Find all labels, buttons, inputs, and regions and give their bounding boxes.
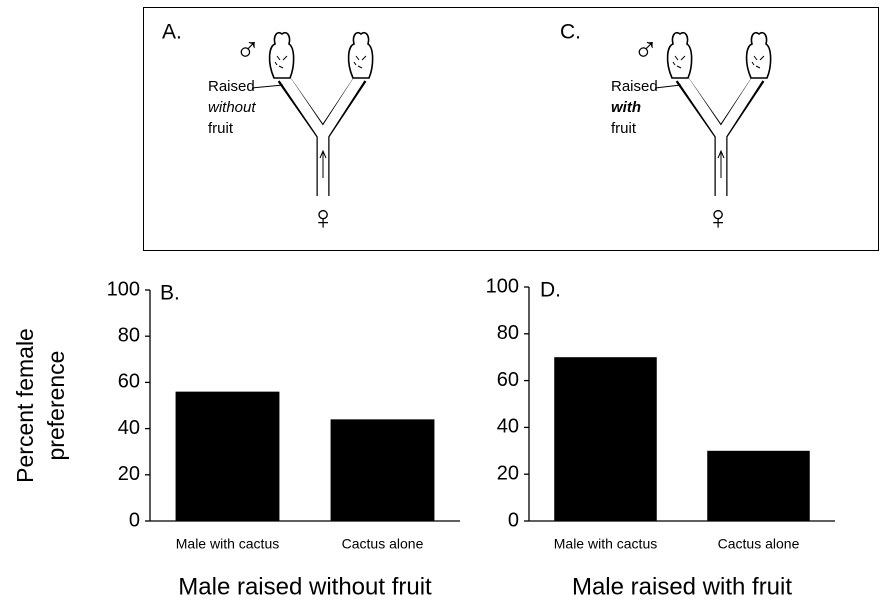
x-tick-label: Cactus alone xyxy=(342,536,424,552)
bar xyxy=(176,392,280,521)
y-maze xyxy=(270,33,373,200)
x-tick-label: Cactus alone xyxy=(718,536,800,552)
panel-label: A. xyxy=(162,21,182,44)
diagram-c: C. ♂ Raised with fruit ♀ xyxy=(560,21,771,237)
caption: with xyxy=(611,99,641,116)
bar xyxy=(331,419,435,521)
panel-label: B. xyxy=(160,282,180,305)
y-tick-label: 80 xyxy=(118,324,140,346)
y-tick-label: 0 xyxy=(508,509,519,531)
male-symbol: ♂ xyxy=(235,31,261,69)
bar xyxy=(554,357,657,521)
x-tick-label: Male with cactus xyxy=(176,536,279,552)
y-tick-label: 80 xyxy=(497,322,519,344)
panel-label: C. xyxy=(560,21,581,44)
y-tick-label: 60 xyxy=(497,369,519,391)
bar xyxy=(707,451,810,521)
pointer xyxy=(252,85,283,88)
panel-label: D. xyxy=(540,279,561,302)
figure: A. ♂ Raised without fruit ♀ C. ♂ Raised … xyxy=(0,0,880,603)
diagram-a: A. ♂ Raised without fruit ♀ xyxy=(162,21,373,237)
female-symbol: ♀ xyxy=(310,199,336,237)
y-axis-title: Percent female xyxy=(12,328,38,483)
caption: fruit xyxy=(611,120,637,137)
y-maze xyxy=(668,33,771,200)
pointer xyxy=(655,85,681,88)
caption: Raised xyxy=(208,78,255,95)
y-tick-label: 100 xyxy=(107,278,140,300)
x-tick-label: Male with cactus xyxy=(554,536,657,552)
y-tick-label: 40 xyxy=(497,416,519,438)
x-axis-title: Male raised with fruit xyxy=(572,573,792,600)
caption: without xyxy=(208,99,256,116)
y-tick-label: 20 xyxy=(118,463,140,485)
x-axis-title: Male raised without fruit xyxy=(178,573,432,600)
y-axis-title: preference xyxy=(43,351,69,461)
y-tick-label: 40 xyxy=(118,417,140,439)
male-symbol: ♂ xyxy=(633,31,659,69)
y-tick-label: 0 xyxy=(129,509,140,531)
y-tick-label: 20 xyxy=(497,462,519,484)
caption: fruit xyxy=(208,120,234,137)
female-symbol: ♀ xyxy=(705,199,731,237)
y-tick-label: 60 xyxy=(118,371,140,393)
caption: Raised xyxy=(611,78,658,95)
y-tick-label: 100 xyxy=(486,275,519,297)
